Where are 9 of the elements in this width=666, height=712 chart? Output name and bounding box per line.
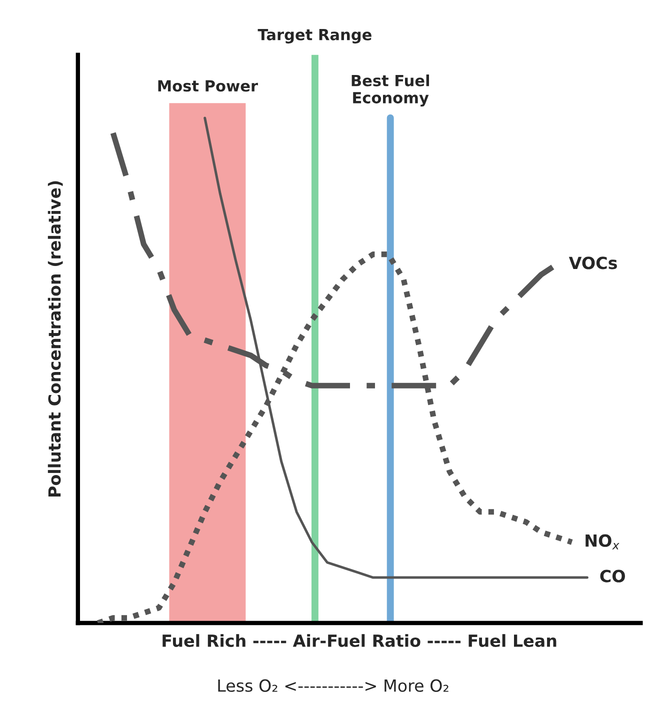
x-axis-title: Fuel Rich ----- Air-Fuel Ratio ----- Fuel Lean bbox=[162, 634, 556, 648]
text: Most Power bbox=[158, 80, 258, 92]
text: Less O₂ <-----------> More O₂ bbox=[218, 679, 448, 692]
series-label: NO$_{x}$ bbox=[586, 534, 620, 550]
y-axis-title: Pollutant Concentration (relative) bbox=[48, 181, 63, 496]
text: Target Range bbox=[258, 29, 372, 44]
series-label: VOCs bbox=[568, 256, 617, 270]
text: Best Fuel Economy bbox=[352, 74, 429, 107]
series-label: CO bbox=[600, 570, 625, 582]
